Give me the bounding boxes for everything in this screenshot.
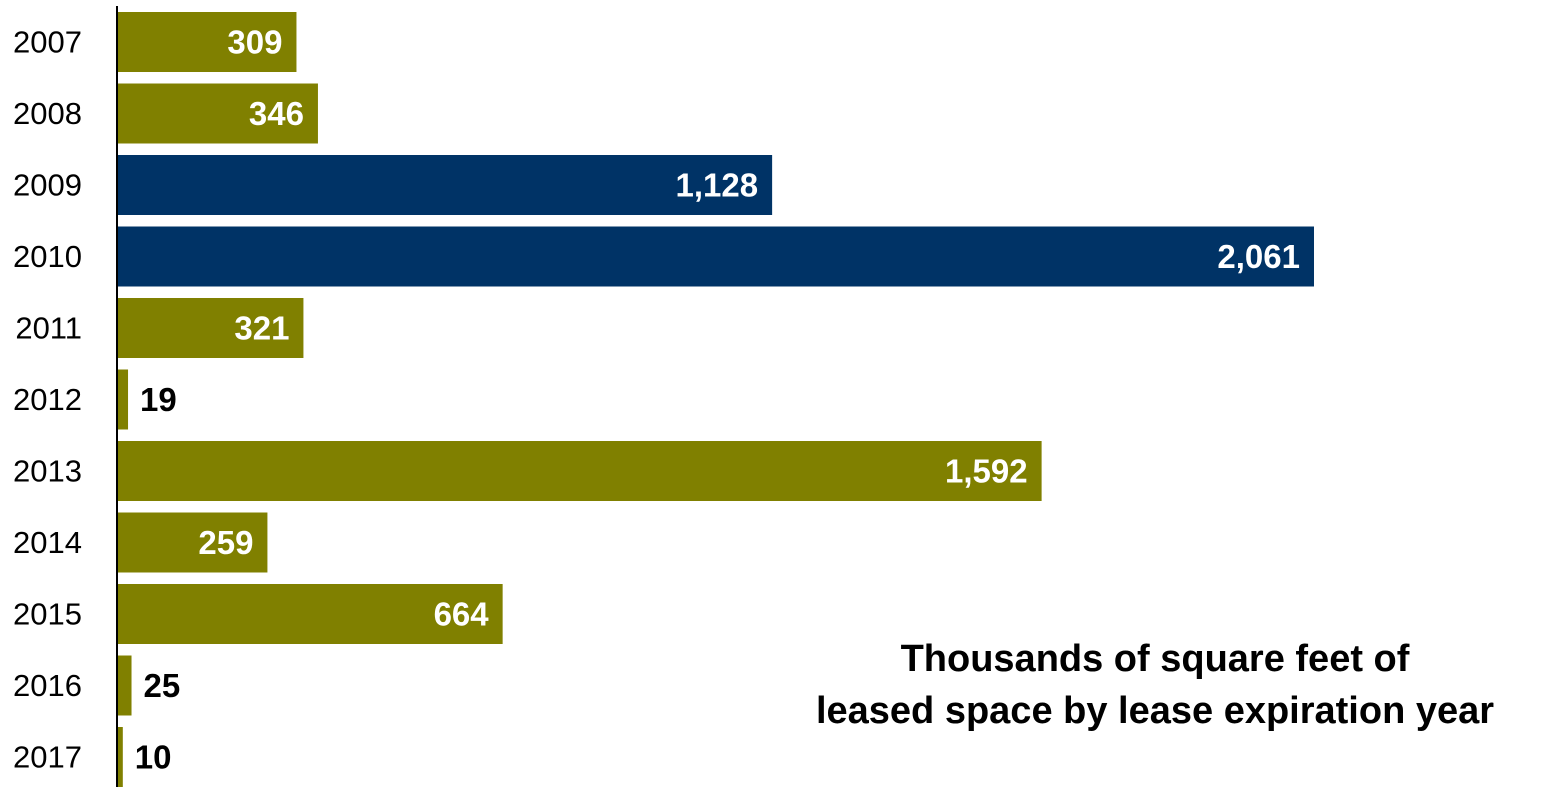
chart-title-line-2: leased space by lease expiration year [815, 690, 1495, 732]
tick-label-2015: 2015 [13, 597, 82, 632]
bar-2016 [117, 655, 132, 716]
tick-label-2013: 2013 [13, 454, 82, 489]
bars-layer [117, 12, 1314, 787]
value-label-2009: 1,128 [676, 167, 759, 204]
value-labels-layer: 309 346 1,128 2,061 321 19 1,592 259 664 25 10 [135, 24, 1300, 776]
value-label-2014: 259 [198, 524, 253, 561]
bar-2011 [117, 298, 304, 358]
value-label-2013: 1,592 [945, 453, 1028, 490]
value-label-2008: 346 [249, 95, 304, 132]
tick-label-2016: 2016 [13, 668, 82, 703]
bar-2013 [117, 441, 1042, 501]
bar-2009 [117, 155, 773, 215]
bar-2015 [117, 584, 503, 644]
tick-label-2010: 2010 [13, 239, 82, 274]
tick-label-2014: 2014 [13, 525, 82, 560]
bar-2008 [117, 83, 318, 144]
tick-label-2008: 2008 [13, 96, 82, 131]
bar-2010 [117, 226, 1314, 287]
value-label-2012: 19 [140, 381, 177, 418]
bar-2017 [117, 727, 123, 787]
tick-label-2011: 2011 [15, 311, 82, 346]
chart-title-line-1: Thousands of square feet of [900, 638, 1410, 680]
value-label-2017: 10 [135, 739, 172, 776]
bar-2007 [117, 12, 297, 72]
value-label-2007: 309 [227, 24, 282, 61]
chart-title: Thousands of square feet of leased space… [760, 633, 1550, 737]
bar-2012 [117, 369, 129, 430]
tick-label-2017: 2017 [13, 740, 82, 775]
value-label-2010: 2,061 [1217, 238, 1300, 275]
tick-label-2007: 2007 [13, 25, 82, 60]
value-label-2015: 664 [434, 596, 490, 633]
value-label-2016: 25 [144, 667, 181, 704]
tick-label-2012: 2012 [13, 382, 82, 417]
category-tick-labels: 2007 2008 2009 2010 2011 2012 2013 2014 2015 2016… [13, 25, 82, 775]
bar-2014 [117, 512, 268, 573]
value-label-2011: 321 [234, 310, 289, 347]
tick-label-2009: 2009 [13, 168, 82, 203]
